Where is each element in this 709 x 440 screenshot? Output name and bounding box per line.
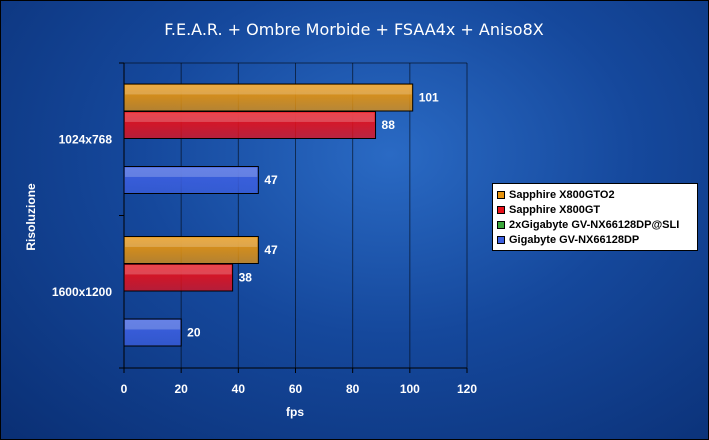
legend-item: 2xGigabyte GV-NX66128DP@SLI xyxy=(497,217,697,232)
legend-swatch xyxy=(497,235,505,244)
data-label: 47 xyxy=(264,243,278,257)
data-label: 88 xyxy=(382,118,396,132)
legend-label: Sapphire X800GTO2 xyxy=(509,188,615,201)
x-tick-label: 20 xyxy=(174,382,188,396)
legend-label: Gigabyte GV-NX66128DP xyxy=(509,233,640,246)
legend-swatch xyxy=(497,190,505,199)
chart-title: F.E.A.R. + Ombre Morbide + FSAA4x + Anis… xyxy=(164,20,543,39)
bar-highlight xyxy=(125,85,412,95)
x-tick-label: 40 xyxy=(232,382,246,396)
legend-label: Sapphire X800GT xyxy=(509,203,601,216)
data-label: 38 xyxy=(239,271,253,285)
legend-label: 2xGigabyte GV-NX66128DP@SLI xyxy=(509,218,680,231)
bar-highlight xyxy=(125,265,232,275)
bar xyxy=(123,236,259,264)
bar-highlight xyxy=(125,167,258,177)
data-label: 47 xyxy=(264,173,278,187)
legend-swatch xyxy=(497,220,505,229)
y-category-label: 1024x768 xyxy=(59,132,113,146)
x-axis-label: fps xyxy=(286,405,304,419)
x-tick-label: 60 xyxy=(289,382,303,396)
bar xyxy=(123,83,414,112)
legend-item: Sapphire X800GT xyxy=(497,202,697,217)
bar xyxy=(123,263,234,292)
data-label: 20 xyxy=(187,326,201,340)
x-tick-label: 120 xyxy=(457,382,477,396)
data-label: 101 xyxy=(419,91,439,105)
legend-item: Gigabyte GV-NX66128DP xyxy=(497,232,697,247)
chart-legend: Sapphire X800GTO2 Sapphire X800GT 2xGigaby… xyxy=(492,183,698,251)
legend-swatch xyxy=(497,205,505,214)
bar-highlight xyxy=(125,237,258,247)
x-tick-label: 80 xyxy=(346,382,360,396)
legend-item: Sapphire X800GTO2 xyxy=(497,187,697,202)
x-tick-label: 0 xyxy=(121,382,128,396)
bar-highlight xyxy=(125,112,375,122)
bar-highlight xyxy=(125,320,181,330)
x-tick-label: 100 xyxy=(400,382,420,396)
bar xyxy=(123,318,182,347)
y-category-label: 1600x1200 xyxy=(52,285,112,299)
y-axis-label: Risoluzione xyxy=(24,183,38,251)
